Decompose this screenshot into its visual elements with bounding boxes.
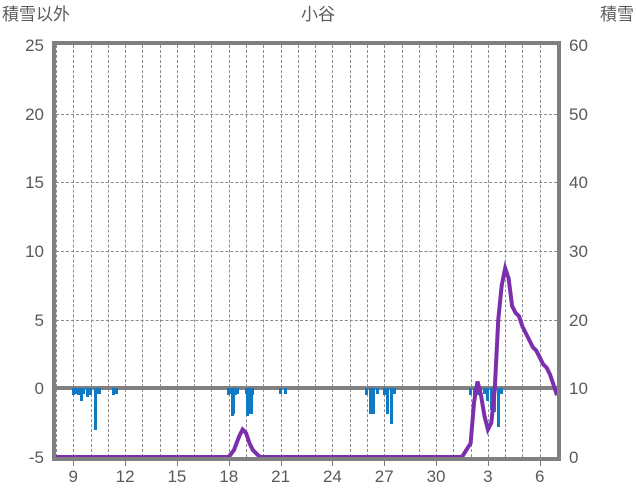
right-axis-tick-label: 40 xyxy=(569,173,588,193)
horizontal-gridline xyxy=(56,319,557,321)
bar xyxy=(372,388,376,415)
horizontal-gridline xyxy=(56,182,557,184)
x-axis-tick-mark xyxy=(487,461,489,466)
bar xyxy=(73,388,77,394)
right-axis-title: 積雪 xyxy=(600,5,634,24)
bar xyxy=(251,388,255,396)
x-axis-tick-mark xyxy=(176,461,178,466)
x-axis-tick-label: 15 xyxy=(167,467,187,486)
right-axis-tick-label: 30 xyxy=(569,242,588,261)
bar xyxy=(500,388,504,394)
bar xyxy=(393,388,397,394)
x-axis-tick-mark xyxy=(228,461,230,466)
x-axis-tick-mark xyxy=(280,461,282,466)
bar xyxy=(89,388,93,396)
left-axis-tick-label: 15 xyxy=(25,173,44,193)
x-axis-tick-label: 18 xyxy=(219,467,239,486)
bar xyxy=(368,388,372,415)
left-axis-tick-label: 0 xyxy=(34,379,44,399)
bar xyxy=(97,388,101,394)
x-axis-tick-label: 27 xyxy=(374,467,394,486)
bar xyxy=(375,388,379,394)
bar xyxy=(249,388,253,415)
bar xyxy=(227,388,231,396)
right-axis-tick-label: 50 xyxy=(569,104,588,124)
right-axis-tick-label: 20 xyxy=(569,310,588,330)
bar xyxy=(365,388,369,396)
left-axis-tick-label: 25 xyxy=(25,36,44,55)
left-axis-tick-label: -5 xyxy=(28,448,44,467)
bar xyxy=(382,388,386,396)
bar xyxy=(244,388,248,394)
horizontal-gridline xyxy=(56,251,557,252)
zero-baseline xyxy=(56,386,557,391)
x-axis-tick-mark xyxy=(73,461,75,466)
plot-area xyxy=(52,41,561,461)
left-axis-title: 積雪以外 xyxy=(2,5,70,24)
x-axis-tick-mark xyxy=(332,461,334,466)
bar xyxy=(284,388,288,394)
left-axis-tick-label: 10 xyxy=(25,242,44,261)
x-axis-tick-label: 3 xyxy=(483,467,493,486)
x-axis-tick-label: 6 xyxy=(534,467,545,486)
bar xyxy=(114,388,118,394)
bar xyxy=(247,388,251,415)
bar xyxy=(95,388,99,394)
right-axis-tick-label: 10 xyxy=(569,379,588,399)
x-axis-tick-label: 24 xyxy=(322,467,342,486)
x-axis-tick-label: 21 xyxy=(271,467,291,486)
horizontal-gridline xyxy=(56,113,557,115)
bar xyxy=(389,388,393,425)
bar xyxy=(80,388,84,401)
bar xyxy=(482,388,486,394)
right-axis-tick-label: 0 xyxy=(569,448,579,467)
bar xyxy=(246,388,250,416)
bar xyxy=(111,388,115,396)
bar xyxy=(279,388,283,394)
bar xyxy=(71,388,75,396)
bar xyxy=(486,388,490,401)
left-axis-tick-label: 5 xyxy=(34,310,44,330)
x-axis-tick-label: 9 xyxy=(68,467,78,486)
right-axis-tick-label: 60 xyxy=(569,36,588,55)
left-axis-tick-label: 20 xyxy=(25,104,44,124)
x-axis-tick-mark xyxy=(539,461,541,466)
bar xyxy=(76,388,80,396)
bar xyxy=(228,388,232,394)
bar xyxy=(85,388,89,397)
snow-depth-line xyxy=(56,260,557,457)
bar xyxy=(496,388,500,427)
bar xyxy=(235,388,239,394)
bar xyxy=(469,388,473,396)
bar xyxy=(82,388,86,394)
x-axis-tick-mark xyxy=(125,461,127,466)
x-axis-tick-mark xyxy=(384,461,386,466)
chart-title: 小谷 xyxy=(301,5,335,24)
bar xyxy=(94,388,98,430)
x-axis-tick-mark xyxy=(436,461,438,466)
x-axis-tick-label: 12 xyxy=(115,467,135,486)
bar xyxy=(232,388,236,415)
bar xyxy=(489,388,493,411)
x-axis-tick-label: 30 xyxy=(426,467,446,486)
bar xyxy=(234,388,238,396)
bar xyxy=(386,388,390,415)
bar xyxy=(230,388,234,416)
